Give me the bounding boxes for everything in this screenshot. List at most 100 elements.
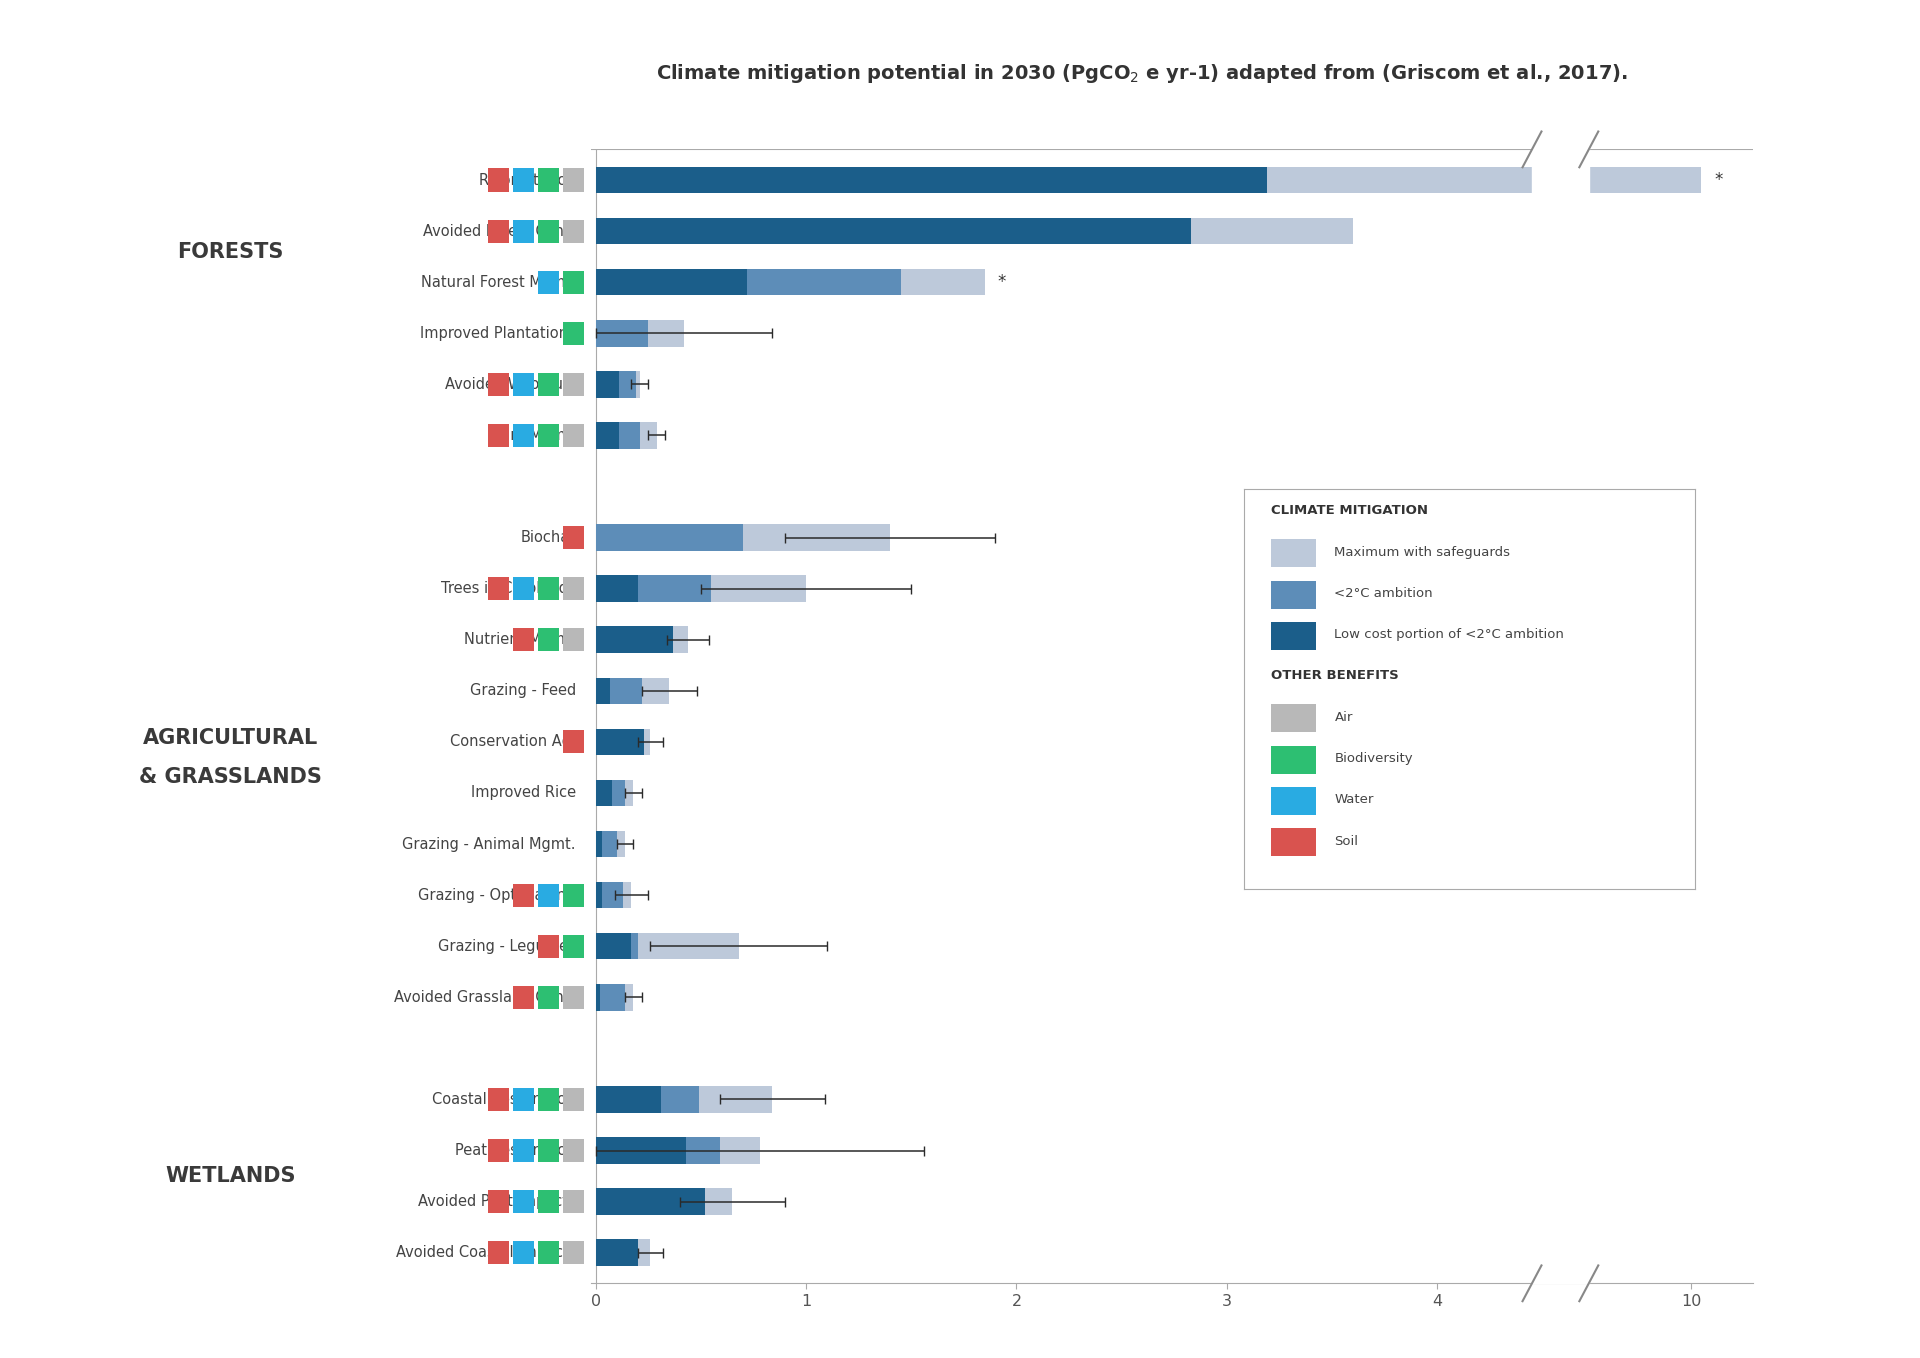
- Text: Avoided Forest Conv.: Avoided Forest Conv.: [422, 224, 576, 239]
- Bar: [595, 320, 649, 346]
- Text: AGRICULTURAL: AGRICULTURAL: [142, 728, 319, 747]
- FancyBboxPatch shape: [1271, 705, 1317, 732]
- Text: Reforestation: Reforestation: [478, 172, 576, 187]
- Bar: [595, 933, 739, 960]
- Text: *: *: [998, 273, 1006, 291]
- Bar: [595, 1240, 637, 1266]
- Text: Avoided Woodfuel: Avoided Woodfuel: [445, 376, 576, 392]
- Text: Air: Air: [1334, 710, 1354, 724]
- Bar: [595, 729, 643, 755]
- Text: Water: Water: [1334, 793, 1375, 807]
- Bar: [595, 1188, 732, 1215]
- Bar: [595, 1137, 685, 1164]
- Bar: [595, 1188, 705, 1215]
- Text: Grazing - Legumes: Grazing - Legumes: [438, 938, 576, 953]
- Text: Maximum with safeguards: Maximum with safeguards: [1334, 546, 1511, 558]
- Bar: [595, 831, 626, 857]
- Bar: [595, 985, 626, 1010]
- Bar: [595, 779, 634, 807]
- Text: Grazing - Optimal Int.: Grazing - Optimal Int.: [419, 888, 576, 903]
- Bar: [1532, 149, 1590, 1283]
- Bar: [595, 881, 632, 909]
- Bar: [595, 678, 641, 703]
- Bar: [595, 217, 1354, 244]
- Bar: [595, 779, 626, 807]
- Bar: [595, 576, 806, 602]
- Bar: [595, 1240, 651, 1266]
- Bar: [595, 831, 616, 857]
- Text: Avoided Peat Impacts: Avoided Peat Impacts: [419, 1194, 576, 1209]
- Text: Biochar: Biochar: [520, 530, 576, 545]
- Bar: [595, 524, 891, 551]
- Bar: [595, 626, 674, 653]
- FancyBboxPatch shape: [1271, 786, 1317, 815]
- Bar: [595, 422, 639, 448]
- Bar: [595, 1188, 705, 1215]
- Bar: [595, 371, 636, 398]
- Text: Improved Rice: Improved Rice: [470, 785, 576, 800]
- Text: Natural Forest Mgmt.: Natural Forest Mgmt.: [420, 274, 576, 289]
- Bar: [595, 217, 1190, 244]
- FancyBboxPatch shape: [1271, 581, 1317, 608]
- Text: WETLANDS: WETLANDS: [165, 1167, 296, 1186]
- Text: Climate mitigation potential in 2030 (PgCO$_2$ e yr-1) adapted from (Griscom et : Climate mitigation potential in 2030 (Pg…: [657, 62, 1628, 84]
- Text: Avoided Grassland Conv.: Avoided Grassland Conv.: [394, 990, 576, 1005]
- Bar: [595, 320, 684, 346]
- Text: Coastal Restoration: Coastal Restoration: [432, 1092, 576, 1107]
- Text: Conservation Ag.: Conservation Ag.: [451, 735, 576, 750]
- Bar: [595, 678, 611, 703]
- Bar: [595, 269, 985, 296]
- Bar: [595, 779, 612, 807]
- Bar: [595, 985, 599, 1010]
- Text: *: *: [1715, 171, 1722, 189]
- Text: Low cost portion of <2°C ambition: Low cost portion of <2°C ambition: [1334, 629, 1565, 641]
- Bar: [595, 576, 710, 602]
- Text: Improved Plantations: Improved Plantations: [420, 326, 576, 341]
- Text: Fire Mgmt.: Fire Mgmt.: [499, 428, 576, 443]
- Bar: [595, 1137, 760, 1164]
- Bar: [595, 933, 637, 960]
- Bar: [595, 217, 1190, 244]
- Bar: [595, 678, 670, 703]
- FancyBboxPatch shape: [1271, 622, 1317, 650]
- Bar: [595, 881, 622, 909]
- Bar: [595, 167, 1701, 193]
- Bar: [595, 371, 639, 398]
- Text: Avoided Coastal Impacts: Avoided Coastal Impacts: [396, 1245, 576, 1260]
- Bar: [595, 576, 637, 602]
- Bar: [595, 1086, 772, 1112]
- Text: Nutrient Mgmt.: Nutrient Mgmt.: [465, 633, 576, 648]
- Text: OTHER BENEFITS: OTHER BENEFITS: [1271, 669, 1400, 683]
- Text: Soil: Soil: [1334, 835, 1359, 847]
- Bar: [595, 422, 657, 448]
- Bar: [595, 1086, 660, 1112]
- Bar: [595, 167, 1267, 193]
- Bar: [595, 626, 687, 653]
- Text: Grazing - Feed: Grazing - Feed: [470, 683, 576, 698]
- Bar: [595, 1240, 637, 1266]
- Bar: [595, 167, 1267, 193]
- Bar: [595, 269, 747, 296]
- Text: <2°C ambition: <2°C ambition: [1334, 587, 1432, 600]
- Text: CLIMATE MITIGATION: CLIMATE MITIGATION: [1271, 504, 1428, 517]
- Bar: [595, 524, 743, 551]
- Bar: [595, 626, 674, 653]
- Text: Peat Restoration: Peat Restoration: [455, 1143, 576, 1158]
- Bar: [595, 985, 634, 1010]
- Text: Trees in Croplands: Trees in Croplands: [442, 581, 576, 596]
- Text: & GRASSLANDS: & GRASSLANDS: [138, 767, 323, 786]
- Bar: [595, 1137, 720, 1164]
- Bar: [595, 371, 618, 398]
- Bar: [595, 729, 651, 755]
- FancyBboxPatch shape: [1271, 539, 1317, 568]
- Bar: [595, 729, 643, 755]
- Bar: [595, 933, 632, 960]
- Text: FORESTS: FORESTS: [177, 242, 284, 262]
- Text: Grazing - Animal Mgmt.: Grazing - Animal Mgmt.: [403, 837, 576, 851]
- Bar: [595, 1086, 699, 1112]
- FancyBboxPatch shape: [1271, 746, 1317, 774]
- Bar: [595, 422, 618, 448]
- Bar: [595, 881, 601, 909]
- Bar: [595, 831, 601, 857]
- Bar: [595, 269, 900, 296]
